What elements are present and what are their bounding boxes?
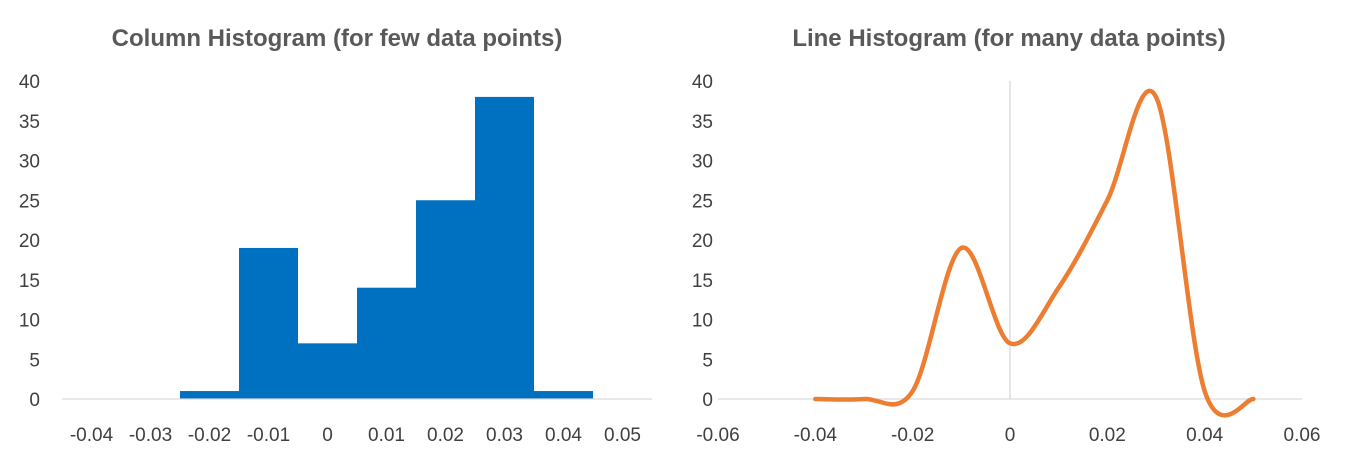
line-histogram-y-tick-label: 25 xyxy=(692,191,713,212)
column-histogram-y-tick-label: 10 xyxy=(19,311,40,332)
line-histogram-x-axis: -0.06 -0.04 -0.02 0 0.02 0.04 0.06 xyxy=(696,425,1320,446)
column-histogram-x-tick-label: 0 xyxy=(322,425,333,446)
column-histogram-y-tick-label: 20 xyxy=(19,231,40,252)
line-histogram-x-tick-label: -0.02 xyxy=(891,425,934,446)
line-histogram-x-tick-label: 0 xyxy=(1005,425,1016,446)
column-histogram-x-tick-label: 0.03 xyxy=(486,425,523,446)
column-histogram-x-tick-label: -0.04 xyxy=(70,425,114,446)
column-histogram-x-tick-label: -0.02 xyxy=(188,425,231,446)
line-histogram-title: Line Histogram (for many data points) xyxy=(792,25,1225,52)
column-histogram-y-tick-label: 35 xyxy=(19,112,40,133)
line-histogram-y-tick-label: 0 xyxy=(702,390,713,411)
column-histogram-y-tick-label: 30 xyxy=(19,152,40,173)
line-histogram-y-tick-label: 15 xyxy=(692,271,713,292)
histogram-bar xyxy=(239,247,298,399)
line-histogram-x-tick-label: 0.02 xyxy=(1089,425,1126,446)
column-histogram-x-tick-label: 0.01 xyxy=(368,425,405,446)
histogram-bar xyxy=(180,391,239,399)
column-histogram-y-tick-label: 0 xyxy=(29,390,40,411)
column-histogram-x-tick-label: 0.04 xyxy=(545,425,582,446)
line-histogram-y-tick-label: 5 xyxy=(702,350,713,371)
line-histogram-chart: Line Histogram (for many data points) 0 5… xyxy=(692,25,1321,446)
line-histogram-x-tick-label: 0.06 xyxy=(1284,425,1321,446)
line-histogram-series-line xyxy=(813,88,1256,418)
column-histogram-y-axis: 0 5 10 15 20 25 30 35 40 xyxy=(19,72,40,411)
column-histogram-x-tick-label: -0.01 xyxy=(247,425,290,446)
histogram-bar xyxy=(475,96,534,400)
line-histogram-x-tick-label: 0.04 xyxy=(1186,425,1223,446)
column-histogram-x-tick-label: -0.03 xyxy=(129,425,172,446)
column-histogram-y-tick-label: 25 xyxy=(19,191,40,212)
column-histogram-y-tick-label: 15 xyxy=(19,271,40,292)
column-histogram-title: Column Histogram (for few data points) xyxy=(112,25,563,52)
histogram-bar xyxy=(298,343,357,399)
line-histogram-y-axis: 0 5 10 15 20 25 30 35 40 xyxy=(692,72,713,411)
column-histogram-bars xyxy=(180,96,593,400)
line-histogram-y-tick-label: 40 xyxy=(692,72,713,93)
line-histogram-x-tick-label: -0.06 xyxy=(696,425,739,446)
column-histogram-chart: Column Histogram (for few data points) 0… xyxy=(19,25,652,446)
line-histogram-y-tick-label: 20 xyxy=(692,231,713,252)
line-histogram-y-tick-label: 35 xyxy=(692,112,713,133)
histogram-bar xyxy=(534,391,593,399)
histogram-bar xyxy=(357,287,416,399)
column-histogram-y-tick-label: 5 xyxy=(29,350,40,371)
line-histogram-y-tick-label: 10 xyxy=(692,311,713,332)
line-histogram-x-tick-label: -0.04 xyxy=(794,425,838,446)
column-histogram-y-tick-label: 40 xyxy=(19,72,40,93)
histogram-bar xyxy=(416,200,475,399)
column-histogram-x-tick-label: 0.05 xyxy=(604,425,641,446)
column-histogram-x-axis: -0.04 -0.03 -0.02 -0.01 0 0.01 0.02 0.03 0.04 0.0… xyxy=(70,425,641,446)
line-histogram-y-tick-label: 30 xyxy=(692,152,713,173)
column-histogram-x-tick-label: 0.02 xyxy=(427,425,464,446)
